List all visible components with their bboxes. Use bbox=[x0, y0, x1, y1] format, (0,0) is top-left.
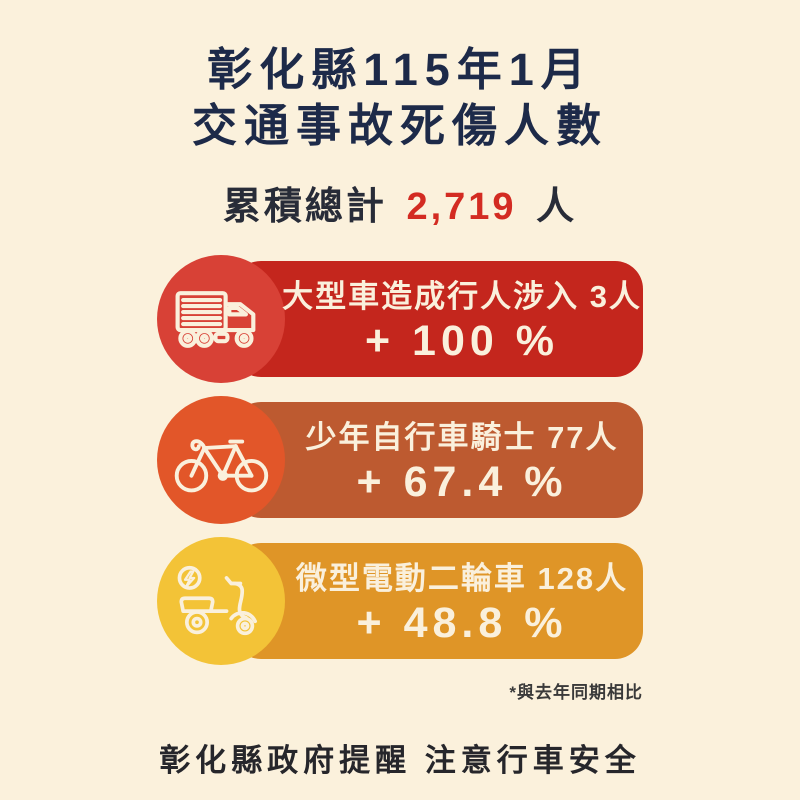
page-title: 彰化縣115年1月 交通事故死傷人數 bbox=[0, 0, 800, 155]
card-rect bbox=[233, 260, 643, 377]
card-change: + 48.8 % bbox=[356, 599, 568, 647]
safety-reminder: 彰化縣政府提醒 注意行車安全 bbox=[159, 742, 641, 778]
total-summary-label: 累積總計 bbox=[222, 185, 387, 228]
scooter-icon bbox=[157, 536, 285, 665]
card-text: 大型車造成行人涉入 3人 + 100 % bbox=[282, 255, 640, 383]
card-label: 少年自行車騎士 77人 bbox=[305, 420, 619, 455]
truck-icon bbox=[157, 254, 285, 383]
stat-card-youth-cyclist: 少年自行車騎士 77人 + 67.4 % bbox=[157, 395, 643, 524]
card-rect bbox=[233, 401, 643, 518]
footnote: *與去年同期相比 bbox=[509, 682, 643, 702]
card-rect bbox=[233, 542, 643, 659]
card-text: 少年自行車騎士 77人 + 67.4 % bbox=[287, 396, 637, 524]
stat-card-electric-scooter: 微型電動二輪車 128人 + 48.8 % bbox=[157, 536, 643, 665]
card-label: 微型電動二輪車 128人 bbox=[295, 561, 629, 596]
card-change: + 67.4 % bbox=[356, 458, 568, 506]
title-line-1: 彰化縣115年1月 bbox=[207, 44, 593, 95]
stat-cards: 大型車造成行人涉入 3人 + 100 % bbox=[157, 254, 643, 665]
total-count: 2,719 bbox=[406, 185, 517, 228]
card-change: + 100 % bbox=[365, 317, 559, 365]
title-line-2: 交通事故死傷人數 bbox=[191, 100, 608, 152]
card-label: 大型車造成行人涉入 3人 bbox=[282, 279, 642, 314]
stat-card-large-vehicle: 大型車造成行人涉入 3人 + 100 % bbox=[157, 254, 643, 383]
bicycle-icon bbox=[157, 395, 285, 524]
total-summary: 累積總計 2,719 人 bbox=[0, 175, 800, 230]
card-text: 微型電動二輪車 128人 + 48.8 % bbox=[287, 537, 637, 665]
total-summary-unit: 人 bbox=[536, 185, 578, 228]
